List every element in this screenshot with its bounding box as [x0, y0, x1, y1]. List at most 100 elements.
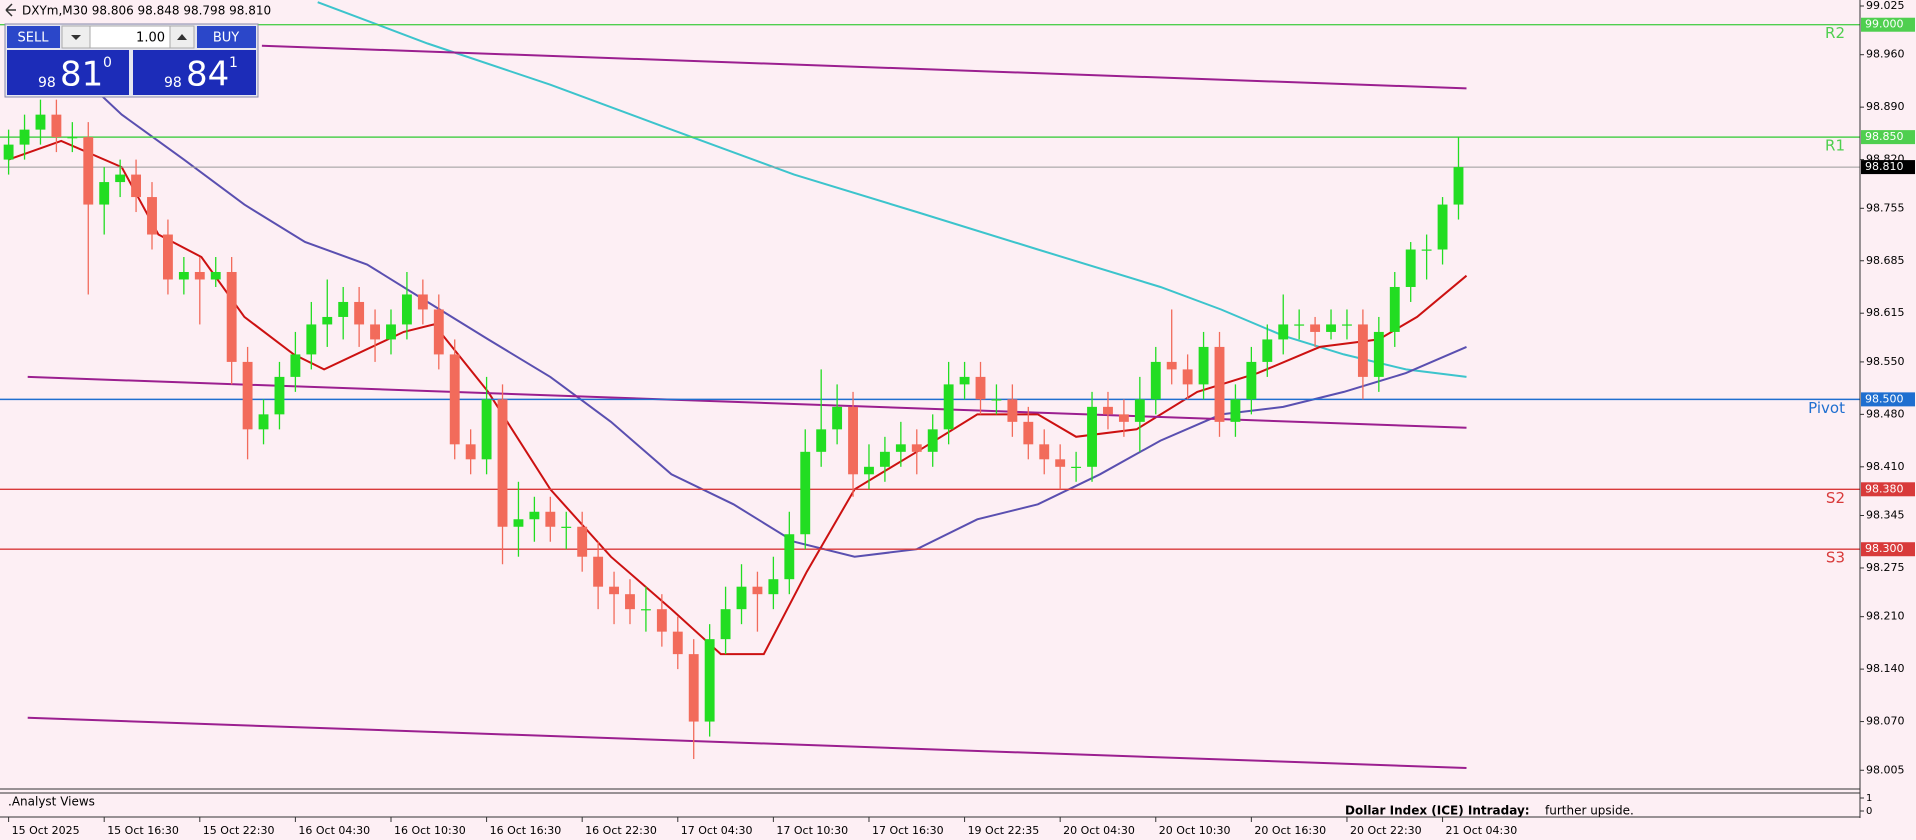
buy-label[interactable]: BUY [213, 31, 239, 46]
x-tick-label: 21 Oct 04:30 [1446, 824, 1518, 837]
indicator-line [27, 375, 1467, 429]
candle-body [401, 294, 412, 325]
candle-body [991, 399, 1002, 401]
candle-body [609, 586, 619, 595]
sell-label[interactable]: SELL [18, 31, 50, 46]
candle-body [1214, 346, 1225, 422]
candle-body [178, 271, 189, 280]
y-tick-label: 98.685 [1866, 254, 1905, 267]
indicator-line [317, 1, 1467, 378]
candle-body [1087, 406, 1097, 467]
candle-body [115, 174, 126, 183]
y-tick-label: 98.755 [1866, 201, 1905, 214]
bid-box[interactable] [7, 50, 129, 95]
x-tick-label: 17 Oct 04:30 [681, 824, 753, 837]
price-box-label: 98.850 [1865, 130, 1904, 143]
candle-body [67, 137, 78, 139]
price-box [1861, 392, 1915, 407]
candle-body [848, 406, 858, 475]
candle-body [433, 309, 444, 355]
candle-body [529, 511, 540, 520]
level-name: Pivot [1808, 399, 1845, 417]
candle-body [1262, 339, 1273, 362]
x-tick-label: 15 Oct 16:30 [107, 824, 179, 837]
symbol-header: DXYm,M30 98.806 98.848 98.798 98.810 [22, 4, 271, 18]
candle-body [1150, 361, 1161, 400]
y-tick-label: 98.070 [1866, 715, 1905, 728]
price-box-label: 98.500 [1865, 392, 1904, 405]
x-tick-label: 15 Oct 2025 [12, 824, 80, 837]
x-tick-label: 20 Oct 10:30 [1159, 824, 1231, 837]
candle-body [720, 609, 731, 640]
candle-body [386, 324, 396, 340]
sub-y-tick-label: 0 [1866, 806, 1872, 817]
candle-body [1326, 324, 1336, 332]
candle-body [1118, 414, 1129, 422]
x-tick-label: 20 Oct 16:30 [1254, 824, 1326, 837]
candle-body [672, 631, 683, 655]
x-tick-label: 15 Oct 22:30 [203, 824, 275, 837]
candle-body [832, 406, 843, 430]
candle-body [975, 376, 986, 400]
candle-body [640, 609, 651, 611]
candle-body [465, 444, 476, 460]
candle-body [1103, 406, 1113, 415]
candle-body [449, 354, 460, 445]
y-tick-label: 98.480 [1866, 407, 1905, 420]
volume-value[interactable]: 1.00 [136, 31, 165, 46]
candle-body [625, 594, 635, 610]
analyst-comment: further upside. [1545, 804, 1634, 818]
candle-body [1405, 249, 1416, 287]
x-tick-label: 20 Oct 04:30 [1063, 824, 1135, 837]
candle-body [1278, 324, 1289, 340]
candle-body [1421, 249, 1432, 251]
candle-body [242, 361, 253, 430]
subwindow-title: .Analyst Views [8, 795, 95, 809]
candle-body [322, 316, 333, 325]
indicator-line [261, 44, 1467, 90]
candle-body [370, 324, 380, 340]
sub-y-tick-label: 1 [1866, 793, 1872, 804]
price-box [1861, 482, 1915, 497]
candle-body [497, 399, 508, 527]
buy-button[interactable] [197, 26, 256, 48]
candle-body [752, 586, 763, 595]
ask-box[interactable] [133, 50, 256, 95]
price-box-label: 98.810 [1865, 160, 1904, 173]
ask-sup: 1 [229, 55, 238, 71]
candle-body [895, 444, 906, 452]
candle-body [545, 511, 556, 527]
x-tick-label: 17 Oct 16:30 [872, 824, 944, 837]
price-box [1861, 160, 1915, 175]
y-tick-label: 98.140 [1866, 662, 1905, 675]
y-tick-label: 98.210 [1866, 610, 1905, 623]
candle-body [513, 519, 524, 527]
plot-area [0, 1, 1860, 769]
menu-icon[interactable] [5, 3, 16, 17]
candle-body [927, 429, 938, 452]
candle-body [1023, 421, 1034, 445]
ask-big: 98 [164, 75, 182, 91]
candle-body [1007, 399, 1018, 422]
candle-body [274, 376, 285, 415]
sell-button[interactable] [7, 26, 60, 48]
candle-body [226, 271, 237, 362]
level-name: R1 [1825, 137, 1845, 155]
x-tick-label: 16 Oct 04:30 [298, 824, 370, 837]
candle-body [1246, 361, 1257, 400]
candle-body [162, 234, 173, 280]
candle-body [736, 586, 747, 610]
candle-body [1310, 324, 1321, 332]
y-tick-label: 98.005 [1866, 763, 1905, 776]
candle-body [19, 129, 30, 145]
level-name: S3 [1826, 549, 1845, 567]
candle-body [1182, 369, 1193, 385]
down-arrow [71, 35, 81, 40]
candle-body [656, 609, 667, 632]
candle-body [290, 354, 301, 377]
candle-body [354, 301, 365, 325]
candle-body [1071, 466, 1082, 469]
level-name: S2 [1826, 489, 1845, 507]
